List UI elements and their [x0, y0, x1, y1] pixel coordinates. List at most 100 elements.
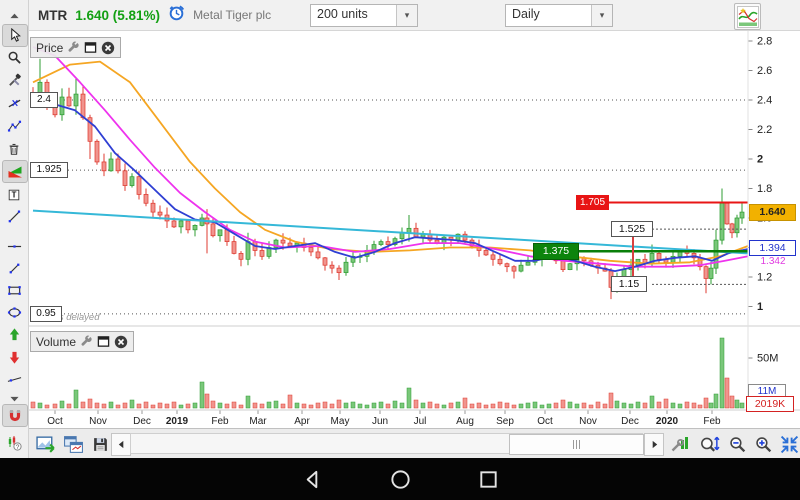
scrollbar-thumb[interactable]	[509, 434, 644, 455]
chart-canvas[interactable]	[28, 30, 748, 410]
panel-settings-wrench-icon[interactable]	[67, 41, 80, 54]
panel-close-icon[interactable]	[101, 41, 115, 55]
svg-text:Jul: Jul	[414, 416, 427, 427]
tool-segment-button[interactable]	[2, 258, 26, 279]
tool-horizontal-line-button[interactable]	[2, 236, 26, 257]
range-dropdown-value: 200 units	[317, 7, 368, 21]
quote-change-label: 1.640 (5.81%)	[75, 7, 161, 23]
svg-text:2020: 2020	[656, 416, 679, 427]
zoom-range-button[interactable]	[697, 432, 721, 456]
save-button[interactable]	[88, 432, 112, 456]
svg-text:2019: 2019	[166, 416, 189, 427]
scroll-left-button[interactable]	[111, 433, 131, 456]
tool-polyline-button[interactable]	[2, 116, 26, 137]
svg-text:2.6: 2.6	[757, 65, 772, 77]
fit-chart-button[interactable]	[777, 432, 800, 456]
tool-delete-button[interactable]	[2, 138, 26, 159]
chevron-down-icon[interactable]: ▾	[591, 5, 612, 26]
svg-text:Dec: Dec	[621, 416, 639, 427]
svg-text:2.4: 2.4	[757, 95, 772, 107]
tool-pattern-help-button[interactable]: ?	[2, 432, 26, 453]
tool-zoom-button[interactable]	[2, 47, 26, 68]
delayed-data-watermark: Data is delayed	[34, 312, 100, 323]
tool-line-extra-button[interactable]	[2, 369, 26, 390]
svg-text:2: 2	[757, 154, 763, 166]
svg-text:T: T	[12, 190, 17, 199]
open-image-button[interactable]	[34, 432, 58, 456]
svg-text:Oct: Oct	[537, 416, 553, 427]
period-dropdown-value: Daily	[512, 7, 540, 21]
tool-arrow-down-button[interactable]	[2, 347, 26, 368]
nav-recents-button[interactable]	[475, 466, 501, 492]
price-panel-title: Price	[36, 40, 64, 55]
blue-ma-axis-badge: 1.394	[749, 240, 796, 256]
android-nav-bar	[0, 458, 800, 500]
svg-text:Nov: Nov	[89, 416, 107, 427]
tool-scroll-up-button[interactable]	[2, 6, 26, 27]
chart-scrollbar[interactable]	[130, 433, 644, 455]
tool-ellipse-button[interactable]	[2, 302, 26, 323]
level-badge-0.95[interactable]: 0.95	[30, 306, 62, 322]
panel-close-icon[interactable]	[114, 335, 128, 349]
svg-text:Nov: Nov	[579, 416, 597, 427]
volume-panel-title: Volume	[36, 334, 77, 349]
nav-home-button[interactable]	[387, 466, 413, 492]
svg-text:1.8: 1.8	[757, 183, 772, 195]
panel-maximize-icon[interactable]	[84, 41, 97, 54]
svg-text:Feb: Feb	[211, 416, 229, 427]
price-panel-chip: Price	[30, 37, 122, 58]
zoom-out-button[interactable]	[725, 432, 749, 456]
tool-text-button[interactable]: T	[2, 184, 26, 205]
tool-rectangle-button[interactable]	[2, 280, 26, 301]
delayed-clock-icon	[168, 4, 185, 26]
range-dropdown[interactable]: 200 units ▾	[310, 4, 418, 27]
current-volume-axis-badge: 2019K	[746, 396, 794, 412]
svg-text:?: ?	[16, 444, 20, 451]
resistance-badge[interactable]: 1.705	[576, 195, 609, 210]
chart-templates-button[interactable]	[61, 432, 85, 456]
tool-arrow-up-button[interactable]	[2, 324, 26, 345]
support-badge[interactable]: 1.375	[533, 243, 579, 260]
volume-panel-chip: Volume	[30, 331, 135, 352]
period-dropdown[interactable]: Daily ▾	[505, 4, 613, 27]
scroll-right-button[interactable]	[644, 433, 664, 456]
level-box-1.525[interactable]: 1.525	[611, 221, 653, 237]
nav-back-button[interactable]	[299, 466, 325, 492]
svg-text:Apr: Apr	[294, 416, 310, 427]
level-badge-1.925[interactable]: 1.925	[30, 162, 68, 178]
chevron-down-icon[interactable]: ▾	[396, 5, 417, 26]
tool-hide-drawings-button[interactable]	[2, 93, 26, 114]
level-badge-2.4[interactable]: 2.4	[30, 92, 58, 108]
svg-text:May: May	[331, 416, 350, 427]
zoom-in-button[interactable]	[751, 432, 775, 456]
current-price-axis-badge: 1.640	[749, 204, 796, 221]
svg-text:1.2: 1.2	[757, 272, 772, 284]
panel-settings-wrench-icon[interactable]	[80, 335, 93, 348]
svg-text:Mar: Mar	[249, 416, 267, 427]
svg-text:Feb: Feb	[703, 416, 721, 427]
svg-text:Sep: Sep	[496, 416, 514, 427]
svg-text:Oct: Oct	[47, 416, 63, 427]
svg-text:Jun: Jun	[372, 416, 388, 427]
panel-maximize-icon[interactable]	[97, 335, 110, 348]
svg-text:Dec: Dec	[133, 416, 151, 427]
level-box-1.15[interactable]: 1.15	[611, 276, 647, 292]
tool-trendline-button[interactable]	[2, 206, 26, 227]
drawing-toolbar: T?	[0, 0, 29, 458]
symbol-label: MTR	[38, 7, 68, 23]
svg-text:2.8: 2.8	[757, 36, 772, 48]
svg-text:Aug: Aug	[456, 416, 474, 427]
chart-properties-button[interactable]	[668, 432, 692, 456]
tool-trend-pattern-button[interactable]	[2, 160, 28, 183]
tool-tool-settings-button[interactable]	[2, 70, 26, 91]
tool-scroll-down-button[interactable]	[2, 388, 26, 409]
svg-text:2.2: 2.2	[757, 124, 772, 136]
tool-pointer-button[interactable]	[2, 24, 28, 47]
tool-magnet-button[interactable]	[2, 404, 28, 427]
svg-text:50M: 50M	[757, 353, 778, 365]
chart-gallery-button[interactable]	[734, 3, 761, 30]
bottom-toolbar	[0, 428, 800, 459]
magenta-ma-axis-badge: 1.342	[760, 256, 786, 267]
instrument-name: Metal Tiger plc	[193, 8, 272, 22]
